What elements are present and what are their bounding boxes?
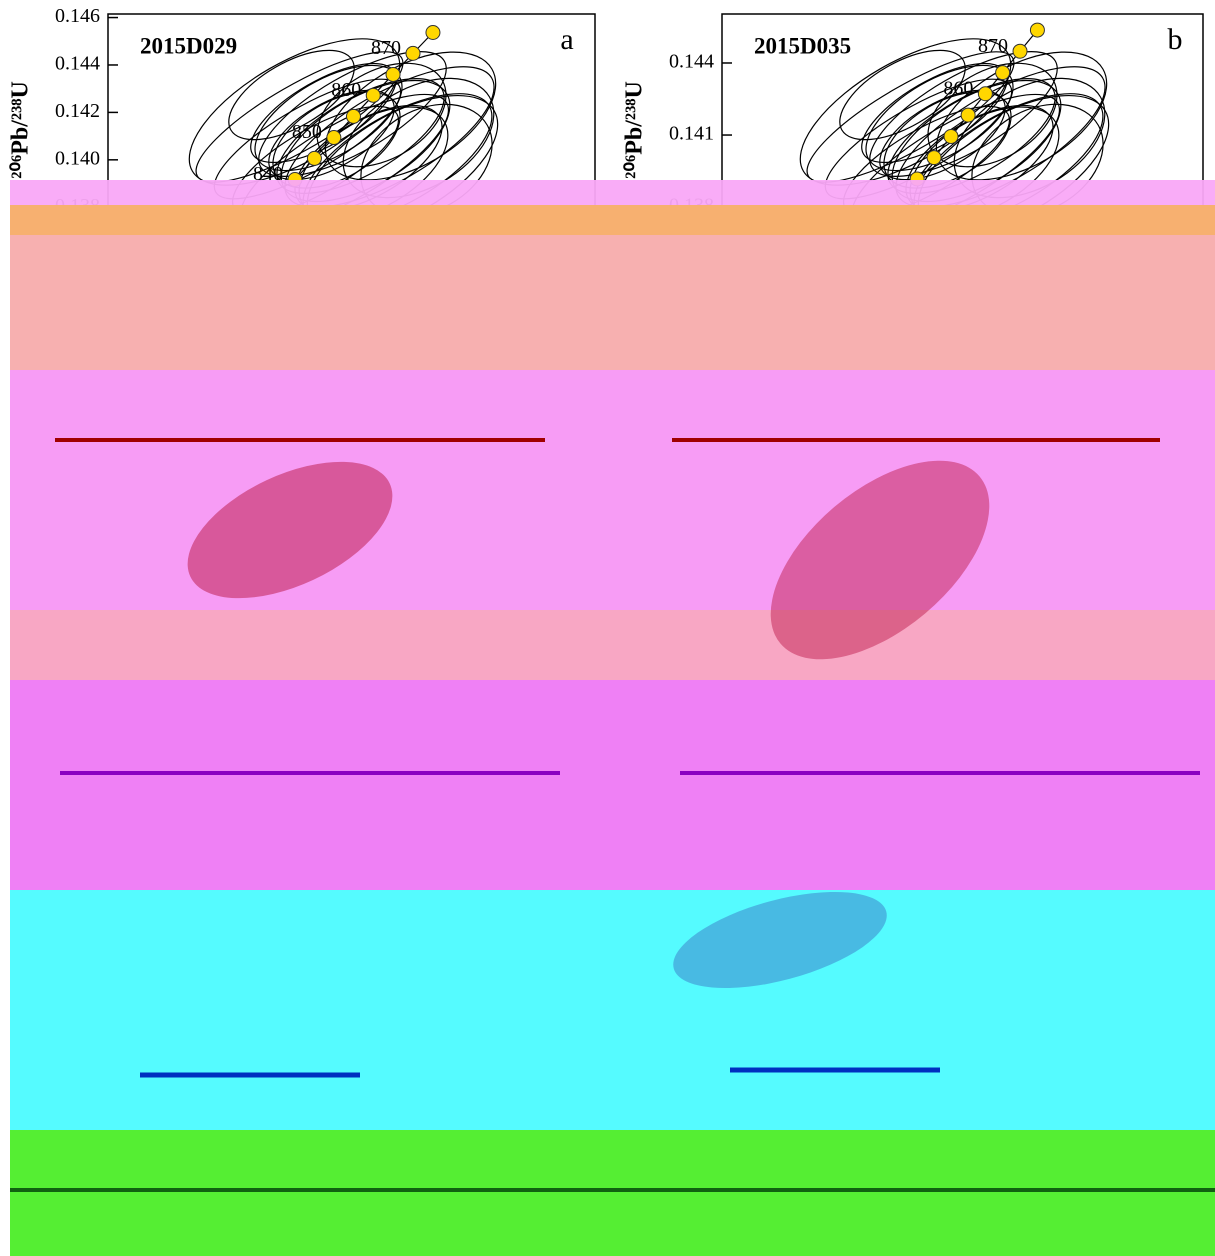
y-axis-label: ²⁰⁶Pb/²³⁸U — [622, 81, 648, 179]
age-label: 850 — [292, 121, 322, 143]
concordia-point — [326, 130, 342, 146]
band — [10, 235, 1215, 370]
band — [10, 890, 1215, 1130]
age-label: 870 — [371, 37, 401, 59]
age-label: 860 — [331, 79, 361, 101]
ellipse-outline — [839, 49, 966, 141]
panel-label: a — [560, 23, 573, 56]
ellipse-outline — [258, 51, 447, 177]
panel-label: b — [1168, 23, 1183, 56]
ellipse-outline — [806, 51, 1015, 183]
concordia-point — [960, 107, 976, 123]
concordia-point — [995, 65, 1011, 81]
concordia-point — [385, 66, 401, 82]
concordia-point — [1012, 43, 1028, 59]
y-tick-label: 0.142 — [55, 100, 100, 122]
band — [10, 610, 1215, 680]
concordia-point — [1029, 22, 1045, 38]
y-tick-label: 0.140 — [55, 147, 100, 169]
chart-title: 2015D029 — [140, 33, 237, 58]
concordia-point — [345, 108, 361, 124]
ellipse-outline — [228, 49, 355, 141]
band-shape — [770, 460, 990, 660]
concordia-point — [425, 24, 441, 40]
ellipse-outline — [195, 51, 404, 183]
band-shape — [673, 892, 887, 988]
band — [10, 680, 1215, 890]
y-axis-label: ²⁰⁶Pb/²³⁸U — [8, 81, 34, 179]
corrupted-area — [10, 180, 1215, 1256]
chart-title: 2015D035 — [754, 33, 851, 58]
band — [10, 205, 1215, 235]
y-tick-label: 0.144 — [55, 53, 100, 75]
age-label: 870 — [978, 35, 1008, 57]
y-tick-label: 0.141 — [669, 123, 714, 145]
age-label: 840 — [253, 163, 283, 185]
age-label: 860 — [943, 77, 973, 99]
concordia-point — [365, 87, 381, 103]
concordia-point — [943, 128, 959, 144]
y-tick-label: 0.144 — [669, 51, 714, 73]
ellipse-outline — [869, 51, 1058, 177]
ellipse-outline — [879, 89, 1006, 181]
y-tick-label: 0.146 — [55, 5, 100, 27]
concordia-point — [306, 150, 322, 166]
band — [10, 1130, 1215, 1256]
ellipse-outline — [268, 89, 395, 181]
concordia-point — [977, 86, 993, 102]
concordia-point — [405, 45, 421, 61]
concordia-point — [926, 150, 942, 166]
band-shape — [187, 461, 393, 599]
